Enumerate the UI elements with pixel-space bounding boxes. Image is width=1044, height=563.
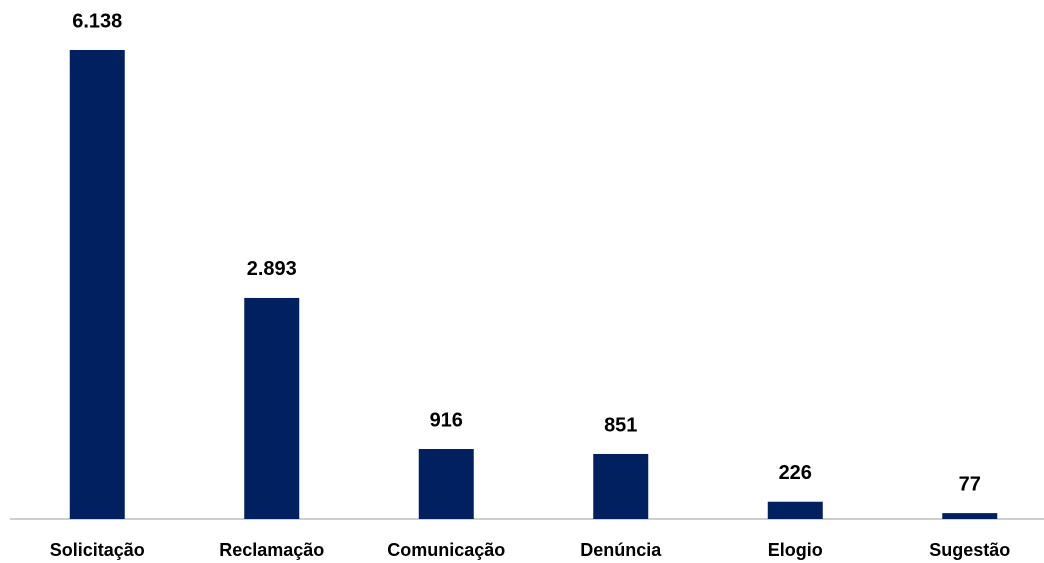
x-tick-label: Denúncia [580, 540, 662, 560]
x-tick-label: Solicitação [50, 540, 145, 560]
value-label: 77 [959, 473, 981, 495]
x-tick-label: Sugestão [929, 540, 1010, 560]
x-tick-label: Elogio [768, 540, 823, 560]
value-label: 916 [430, 409, 463, 431]
value-label: 226 [779, 462, 812, 484]
bar [244, 297, 300, 519]
value-label: 6.138 [72, 10, 122, 32]
bar [593, 453, 649, 519]
bar [767, 501, 823, 519]
value-label: 851 [604, 414, 637, 436]
bar [942, 513, 998, 519]
x-tick-label: Comunicação [387, 540, 505, 560]
value-label: 2.893 [247, 258, 297, 280]
bar [69, 50, 125, 519]
x-tick-label: Reclamação [219, 540, 324, 560]
bar [418, 449, 474, 519]
